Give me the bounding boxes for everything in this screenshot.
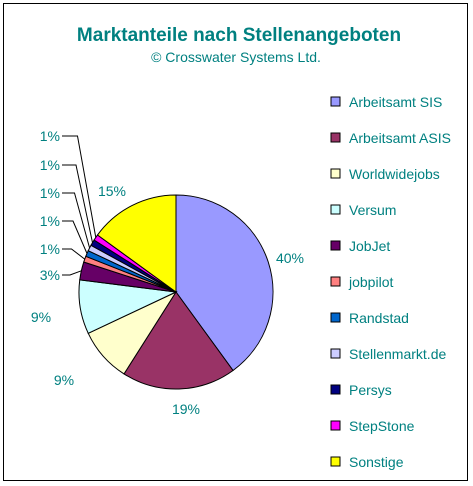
legend-label-versum: Versum (349, 202, 396, 218)
legend-swatch-worldwidejobs (330, 168, 341, 179)
legend-label-randstad: Randstad (349, 310, 409, 326)
pie-slice-arbeitsamt-asis (123, 291, 234, 390)
legend-label-arbeitsamt-asis: Arbeitsamt ASIS (349, 130, 451, 146)
data-label-stepstone: 1% (40, 128, 60, 144)
leader-line-randstad (62, 220, 88, 254)
pie-chart: Marktanteile nach Stellenangeboten © Cro… (31, 25, 451, 470)
pie-slices (78, 194, 274, 390)
data-label-jobpilot: 1% (40, 241, 60, 257)
legend-swatch-sonstige (330, 456, 341, 467)
legend-swatch-arbeitsamt-asis (330, 132, 341, 143)
data-label-jobjet: 3% (40, 267, 60, 283)
data-label-worldwidejobs: 9% (54, 372, 74, 388)
legend-swatch-persys (330, 384, 341, 395)
legend-swatch-jobjet (330, 240, 341, 251)
data-label-arbeitsamt-asis: 19% (172, 401, 200, 417)
legend-label-stellenmarkt-de: Stellenmarkt.de (349, 346, 446, 362)
legend-label-jobpilot: jobpilot (348, 274, 393, 290)
leader-line-stellenmarkt-de (62, 192, 91, 249)
data-label-arbeitsamt-sis: 40% (276, 250, 304, 266)
leader-line-persys (62, 164, 93, 243)
legend-swatch-jobpilot (330, 276, 341, 287)
chart-frame: Marktanteile nach Stellenangeboten © Cro… (3, 3, 468, 481)
legend-label-jobjet: JobJet (349, 238, 390, 254)
pie-slice-sonstige (96, 194, 177, 293)
chart-subtitle: © Crosswater Systems Ltd. (151, 49, 321, 65)
pie-leader-lines (62, 135, 97, 276)
chart-title: Marktanteile nach Stellenangeboten (77, 25, 401, 46)
leader-line-jobpilot (62, 248, 86, 260)
legend-swatch-randstad (330, 312, 341, 323)
legend-label-sonstige: Sonstige (349, 454, 404, 470)
data-label-versum: 9% (31, 309, 51, 325)
legend-label-persys: Persys (349, 382, 392, 398)
legend-label-worldwidejobs: Worldwidejobs (349, 166, 440, 182)
legend-label-arbeitsamt-sis: Arbeitsamt SIS (349, 94, 442, 110)
data-label-sonstige: 15% (98, 183, 126, 199)
leader-line-jobjet (62, 270, 82, 276)
leader-line-stepstone (62, 135, 97, 238)
legend: Arbeitsamt SIS Arbeitsamt ASIS Worldwidejo… (330, 94, 451, 470)
data-label-persys: 1% (40, 157, 60, 173)
legend-label-stepstone: StepStone (349, 418, 415, 434)
data-label-randstad: 1% (40, 213, 60, 229)
legend-swatch-versum (330, 204, 341, 215)
pie-slice-arbeitsamt-sis (175, 194, 274, 372)
legend-swatch-stepstone (330, 420, 341, 431)
data-label-stellenmarkt-de: 1% (40, 185, 60, 201)
legend-swatch-stellenmarkt-de (330, 348, 341, 359)
legend-swatch-arbeitsamt-sis (330, 96, 341, 107)
pie-data-labels: 40% 19% 9% 9% 3% 1% 1% 1% 1% 1% 15% (31, 128, 304, 417)
